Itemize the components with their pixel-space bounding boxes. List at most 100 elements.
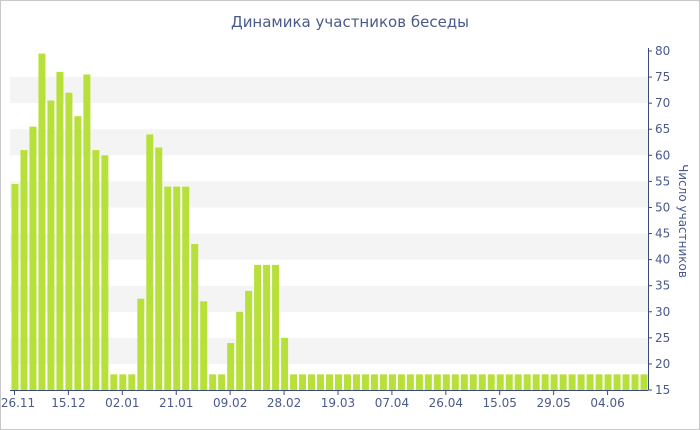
x-tick-label: 21.01 [159, 396, 193, 410]
bar [209, 374, 217, 390]
bar [101, 155, 109, 390]
bar [137, 298, 145, 390]
x-tick-label: 28.02 [267, 396, 301, 410]
bar [128, 374, 136, 390]
y-tick-label: 40 [655, 253, 670, 267]
bar [604, 374, 612, 390]
bar [191, 243, 199, 390]
chart-title: Динамика участников беседы [230, 13, 470, 31]
bar [290, 374, 298, 390]
bar [514, 374, 522, 390]
bar [47, 100, 55, 391]
bar [469, 374, 477, 390]
y-tick-label: 35 [655, 279, 670, 293]
bar [487, 374, 495, 390]
bar [29, 126, 37, 390]
y-tick-label: 45 [655, 227, 670, 241]
y-tick-label: 30 [655, 305, 670, 319]
bar [406, 374, 414, 390]
bar [272, 264, 280, 390]
bar [119, 374, 127, 390]
bar [622, 374, 630, 390]
x-tick-label: 19.03 [321, 396, 355, 410]
grid-band [10, 233, 648, 260]
y-tick-label: 75 [655, 70, 670, 84]
x-tick-label: 07.04 [375, 396, 409, 410]
bar [263, 264, 271, 390]
bar [496, 374, 504, 390]
bar [559, 374, 567, 390]
bar [281, 337, 289, 390]
bar [388, 374, 396, 390]
bar [110, 374, 118, 390]
bar [577, 374, 585, 390]
bar [613, 374, 621, 390]
bar [200, 301, 208, 390]
y-tick-label: 50 [655, 200, 670, 214]
bar [541, 374, 549, 390]
bar [317, 374, 325, 390]
bar [415, 374, 423, 390]
y-tick-labels: 15 20 25 30 35 40 45 50 55 60 65 70 75 80 [648, 44, 670, 397]
bar [442, 374, 450, 390]
y-tick-label: 80 [655, 44, 670, 58]
bar [182, 186, 190, 390]
bar [38, 53, 46, 390]
x-tick-label: 04.06 [590, 396, 624, 410]
bar [245, 290, 253, 390]
x-tick-label: 29.05 [536, 396, 570, 410]
y-tick-label: 25 [655, 331, 670, 345]
bar [460, 374, 468, 390]
bar [92, 150, 100, 390]
bar [299, 374, 307, 390]
bar [254, 264, 262, 390]
bar [568, 374, 576, 390]
bar [433, 374, 441, 390]
grid-band [10, 337, 648, 364]
bar [83, 74, 91, 390]
bar [164, 186, 172, 390]
bar [550, 374, 558, 390]
grid-band [10, 129, 648, 156]
grid-band [10, 285, 648, 312]
x-tick-label: 15.12 [51, 396, 85, 410]
bar [74, 116, 82, 390]
x-tick-label: 15.05 [483, 396, 517, 410]
grid-band [10, 181, 648, 208]
x-tick-label: 02.01 [105, 396, 139, 410]
bar [236, 311, 244, 390]
bar [352, 374, 360, 390]
bar [478, 374, 486, 390]
bar [146, 134, 154, 390]
bar [334, 374, 342, 390]
y-tick-label: 20 [655, 357, 670, 371]
bar [397, 374, 405, 390]
y-tick-label: 55 [655, 174, 670, 188]
x-tick-label: 26.11 [1, 396, 35, 410]
bar [56, 71, 64, 390]
y-tick-label: 70 [655, 96, 670, 110]
y-axis-label: Число участников [676, 164, 690, 278]
bar [325, 374, 334, 390]
bar [586, 374, 594, 390]
axes [10, 48, 649, 391]
bar [595, 374, 603, 390]
bar [505, 374, 513, 390]
bar [343, 374, 351, 390]
x-tick-label: 09.02 [213, 396, 247, 410]
bar [631, 374, 639, 390]
bar [218, 374, 226, 390]
bar [65, 92, 73, 390]
bar [379, 374, 387, 390]
bar [11, 183, 19, 390]
y-tick-label: 15 [655, 383, 670, 397]
y-tick-label: 60 [655, 148, 670, 162]
bar [523, 374, 531, 390]
x-tick-label: 26.04 [429, 396, 463, 410]
bar [20, 150, 28, 390]
bar [424, 374, 432, 390]
bar-series [11, 53, 648, 391]
bar [532, 374, 540, 390]
bar [370, 374, 378, 390]
bar [640, 374, 648, 390]
